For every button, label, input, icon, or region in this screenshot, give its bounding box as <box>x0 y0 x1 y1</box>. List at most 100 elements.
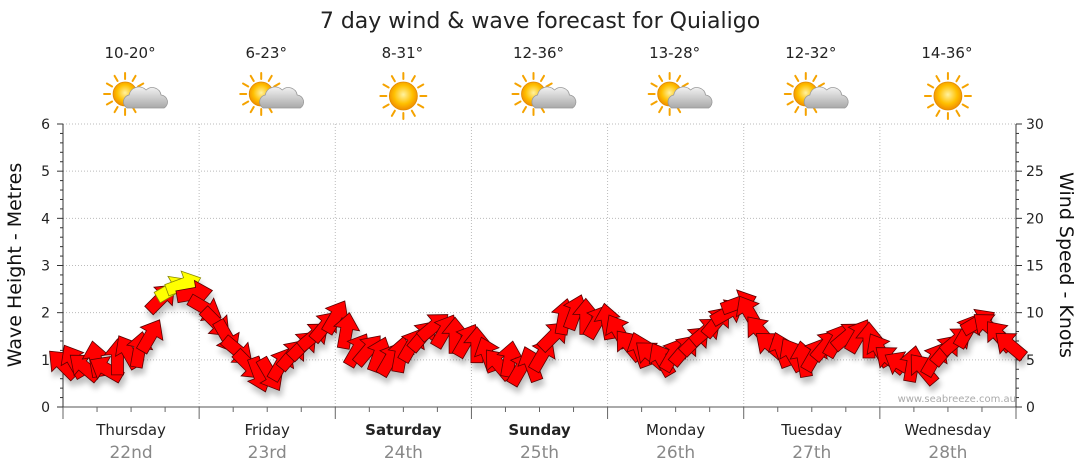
sun-ray <box>955 109 961 117</box>
sun-ray <box>382 83 390 89</box>
right-tick-label: 15 <box>1026 259 1044 275</box>
credit-text: www.seabreeze.com.au <box>898 394 1016 405</box>
sun-ray <box>410 109 416 117</box>
wind-arrow <box>995 333 1029 362</box>
temp-range: 8-31° <box>382 44 424 62</box>
sun-disc <box>388 81 418 111</box>
day-label: Monday <box>646 421 705 439</box>
temp-range: 12-32° <box>785 44 836 62</box>
day-label: Sunday <box>508 421 571 439</box>
grid <box>62 123 1017 419</box>
sun-ray <box>390 75 396 83</box>
cloud-shape <box>123 86 168 109</box>
day-label: Thursday <box>95 421 166 439</box>
sun-ray <box>961 83 969 89</box>
sun-ray <box>382 103 390 109</box>
sun-ray <box>658 105 664 114</box>
sun-ray <box>113 105 119 114</box>
temp-range: 6-23° <box>245 44 287 62</box>
left-tick-label: 0 <box>41 400 50 416</box>
sun-ray <box>681 82 689 88</box>
wind-arrows <box>49 270 1029 393</box>
date-label: 24th <box>384 443 423 463</box>
sun-ray <box>927 83 935 89</box>
sun-ray <box>267 74 273 83</box>
sun-ray <box>786 82 794 88</box>
right-tick-label: 30 <box>1026 117 1044 133</box>
sun-ray <box>927 103 935 109</box>
sun-ray <box>794 105 800 114</box>
day-label: Saturday <box>365 421 442 439</box>
left-tick-label: 3 <box>41 259 50 275</box>
date-label: 25th <box>520 443 559 463</box>
sun-ray <box>105 100 114 106</box>
day-labels: Thursday 22nd Friday 23rd Saturday 24th Sunday… <box>95 421 991 463</box>
cloud-shape <box>803 86 849 109</box>
sun-ray <box>522 105 527 114</box>
sun-ray <box>273 82 281 88</box>
right-axis-title: Wind Speed - Knots <box>1055 172 1077 358</box>
sun-ray <box>410 75 416 83</box>
right-tick-label: 25 <box>1026 164 1044 180</box>
temp-range: 12-36° <box>513 44 564 62</box>
left-tick-label: 2 <box>41 306 50 322</box>
sun-ray <box>137 82 145 88</box>
sun-ray <box>514 100 522 106</box>
sun-ray <box>540 74 545 83</box>
day-label: Tuesday <box>780 421 842 439</box>
date-label: 28th <box>928 443 967 463</box>
sun-ray <box>105 82 114 88</box>
sun-ray <box>955 75 961 83</box>
sun-ray <box>417 83 425 89</box>
partly-cloudy-icon <box>647 72 713 116</box>
weather-row: 10-20° 6-23° 8-31° 12-36° 13-28° 12-32° 14-36° <box>103 44 972 120</box>
sun-ray <box>786 100 794 106</box>
sun-disc <box>933 81 963 111</box>
chart-title: 7 day wind & wave forecast for Quialigo <box>320 9 760 34</box>
left-tick-label: 5 <box>41 164 50 180</box>
sun-ray <box>249 74 255 83</box>
left-tick-label: 6 <box>41 117 50 133</box>
sun-ray <box>961 103 969 109</box>
partly-cloudy-icon <box>511 72 577 116</box>
sun-ray <box>935 109 941 117</box>
sun-ray <box>249 105 255 114</box>
right-tick-label: 20 <box>1026 211 1044 227</box>
sun-ray <box>242 100 250 106</box>
cloud-shape <box>667 86 713 109</box>
sun-ray <box>131 74 137 83</box>
left-tick-label: 4 <box>41 211 50 227</box>
sun-ray <box>650 100 658 106</box>
partly-cloudy-icon <box>239 72 305 116</box>
date-label: 26th <box>656 443 695 463</box>
day-label: Friday <box>244 421 290 439</box>
right-tick-label: 5 <box>1026 353 1035 369</box>
sun-ray <box>794 74 800 83</box>
date-label: 27th <box>792 443 831 463</box>
sun-ray <box>242 82 250 88</box>
date-label: 22nd <box>109 443 152 463</box>
day-label: Wednesday <box>905 421 992 439</box>
sun-ray <box>817 82 825 88</box>
sun-ray <box>514 82 522 88</box>
partly-cloudy-icon <box>103 72 168 116</box>
sun-ray <box>390 109 396 117</box>
sunny-icon <box>379 72 428 120</box>
date-label: 23rd <box>248 443 287 463</box>
sun-ray <box>676 74 682 83</box>
partly-cloudy-icon <box>783 72 849 116</box>
sun-ray <box>417 103 425 109</box>
wind-arrow <box>175 279 214 307</box>
wind-arrow <box>333 312 361 350</box>
sun-ray <box>545 82 553 88</box>
sun-ray <box>650 82 658 88</box>
temp-range: 10-20° <box>105 44 156 62</box>
wind-arrow <box>135 319 164 355</box>
left-axis-title: Wave Height - Metres <box>4 163 26 367</box>
temp-range: 13-28° <box>649 44 700 62</box>
cloud-shape <box>531 86 577 109</box>
right-tick-label: 0 <box>1026 400 1035 416</box>
sunny-icon <box>923 72 972 120</box>
left-tick-label: 1 <box>41 353 50 369</box>
right-tick-label: 10 <box>1026 306 1044 322</box>
